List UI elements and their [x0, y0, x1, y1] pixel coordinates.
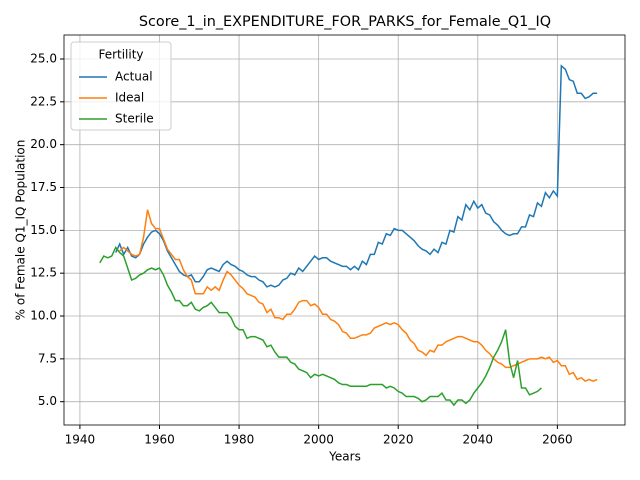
- y-tick-label: 20.0: [30, 137, 57, 151]
- x-tick-label: 1940: [65, 433, 96, 447]
- x-tick-label: 2040: [463, 433, 494, 447]
- legend-label: Actual: [115, 70, 153, 84]
- y-tick-label: 22.5: [30, 94, 57, 108]
- line: [115, 64, 598, 288]
- y-tick-label: 7.5: [38, 351, 57, 365]
- x-axis-label: Years: [328, 450, 361, 464]
- plot-frame: [63, 34, 626, 426]
- y-tick-label: 25.0: [30, 51, 57, 65]
- x-tick-label: 1980: [224, 433, 255, 447]
- y-tick-label: 5.0: [38, 394, 57, 408]
- chart-title: Score_1_in_EXPENDITURE_FOR_PARKS_for_Fem…: [139, 14, 551, 30]
- y-tick-label: 15.0: [30, 223, 57, 237]
- y-tick-label: 10.0: [30, 309, 57, 323]
- legend-label: Ideal: [115, 91, 144, 105]
- y-tick-label: 17.5: [30, 180, 57, 194]
- y-tick-label: 12.5: [30, 266, 57, 280]
- line: [99, 246, 542, 407]
- y-axis-label: % of Female Q1_IQ Population: [14, 140, 28, 321]
- legend-title: Fertility: [98, 48, 143, 62]
- legend-box: [70, 41, 172, 131]
- legend: Fertility Actual Ideal Sterile: [70, 41, 172, 131]
- x-tick-label: 2000: [303, 433, 334, 447]
- x-tick-label: 1960: [144, 433, 175, 447]
- legend-label: Sterile: [115, 112, 154, 126]
- x-tick-label: 2020: [383, 433, 414, 447]
- x-tick-label: 2060: [542, 433, 573, 447]
